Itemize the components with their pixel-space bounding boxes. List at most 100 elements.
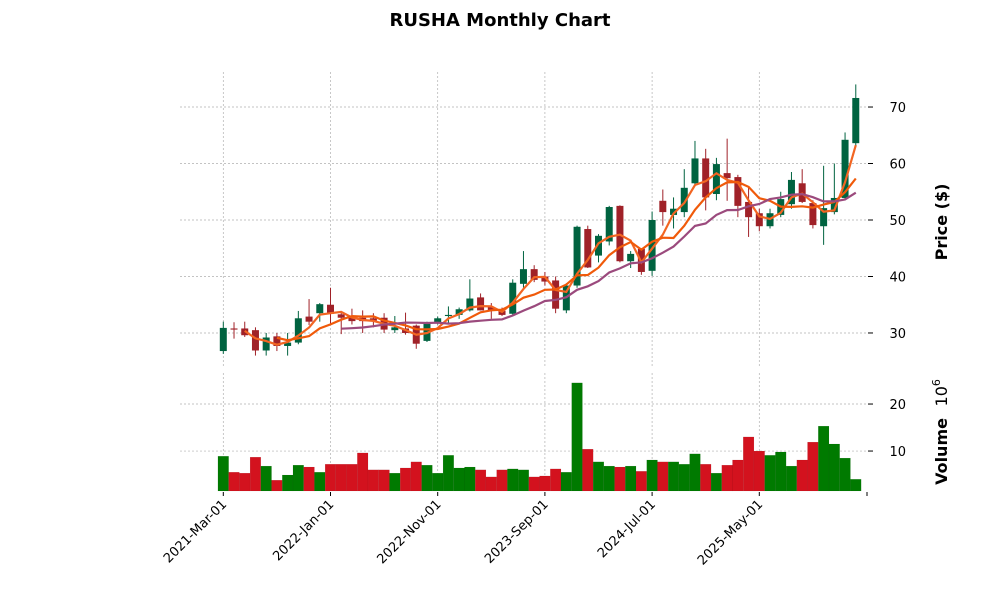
volume-bar	[271, 480, 283, 492]
volume-bar	[421, 464, 433, 492]
volume-bar	[678, 464, 690, 492]
volume-bar	[410, 461, 422, 492]
volume-bar	[367, 469, 379, 492]
volume-bar	[303, 466, 315, 492]
candle-body	[627, 253, 635, 262]
x-tick-label: 2022-Jan-01	[270, 497, 337, 564]
volume-bar	[400, 467, 412, 492]
volume-bar	[775, 451, 787, 492]
volume-bar	[753, 450, 765, 492]
volume-bar	[785, 465, 797, 492]
candle-body	[284, 342, 292, 346]
price-tick-label: 50	[889, 214, 906, 229]
candle-body	[391, 327, 399, 331]
candle-body	[584, 229, 592, 268]
volume-bar	[324, 464, 337, 492]
volume-bar	[603, 465, 615, 492]
volume-bar	[239, 472, 251, 492]
candle-body	[734, 177, 742, 206]
candle-body	[841, 139, 849, 198]
candles	[219, 84, 860, 356]
volume-bar	[389, 472, 401, 492]
volume-bar	[475, 469, 487, 492]
candle-body	[755, 213, 763, 227]
candle-body	[552, 280, 560, 309]
volume-exponent-power: 6	[930, 379, 943, 386]
candle-body	[605, 207, 613, 242]
candle-body	[712, 164, 720, 195]
volume-bar	[796, 459, 808, 492]
volume-bar	[357, 452, 369, 492]
x-tick-label: 2025-May-01	[695, 497, 766, 568]
volume-bar	[743, 436, 755, 492]
volume-bar	[217, 456, 229, 492]
volume-bar	[668, 461, 680, 492]
volume-bar	[592, 461, 605, 492]
volume-bar	[625, 465, 637, 492]
moving-average-12	[341, 191, 857, 330]
candle-body	[702, 158, 710, 198]
candle-body	[305, 316, 313, 322]
volume-bar	[539, 475, 551, 492]
axes: 30 40 50 60 70 10 20 2021-Mar-01 2022-Jan-01 2022…	[161, 101, 906, 568]
volume-tick-label: 20	[889, 398, 906, 413]
volume-bar	[560, 472, 572, 492]
x-tick-label: 2021-Mar-01	[161, 497, 230, 566]
volume-bar	[710, 472, 722, 492]
volume-bar	[432, 472, 444, 492]
candle-body	[444, 314, 452, 317]
volume-bar	[378, 469, 390, 492]
moving-averages	[244, 144, 857, 346]
volume-bar	[517, 469, 529, 492]
candle-body	[455, 309, 463, 315]
candle-body	[573, 226, 581, 286]
candle-body	[434, 318, 442, 323]
volume-bar	[657, 461, 669, 492]
price-tick-label: 30	[889, 327, 906, 342]
price-tick-label: 70	[889, 101, 906, 116]
volume-bar	[614, 466, 626, 492]
volume-bar	[700, 464, 712, 492]
x-tick-label: 2023-Sep-01	[482, 497, 552, 567]
volume-bar	[507, 468, 519, 492]
volume-bar	[689, 453, 701, 492]
volume-bar	[571, 382, 583, 492]
candle-body	[616, 205, 624, 262]
volume-exponent-base: 10	[932, 386, 951, 406]
price-tick-label: 60	[889, 158, 906, 173]
volume-bar	[335, 464, 347, 492]
volume-label: Volume	[932, 418, 951, 485]
candle-body	[337, 314, 345, 318]
candle-body	[723, 173, 731, 179]
moving-average-6	[276, 177, 857, 342]
price-tick-label: 40	[889, 270, 906, 285]
candle-body	[659, 200, 667, 213]
volume-bar	[850, 479, 862, 492]
chart-title: RUSHA Monthly Chart	[389, 10, 611, 31]
candle-body	[745, 201, 753, 218]
candle-body	[595, 235, 602, 256]
candle-body	[369, 318, 377, 321]
volume-bar	[292, 464, 304, 492]
volume-bar	[249, 457, 261, 492]
candle-body	[477, 297, 485, 311]
candle-body	[519, 269, 527, 284]
candle-body	[219, 327, 227, 352]
candle-body	[273, 336, 281, 346]
candle-body	[262, 337, 270, 351]
volume-bar	[582, 449, 594, 492]
candle-body	[830, 197, 838, 213]
volume-bar	[346, 464, 358, 492]
candle-body	[648, 220, 656, 271]
candle-body	[820, 208, 828, 227]
volume-bar	[635, 471, 647, 492]
volume-bars	[217, 382, 862, 492]
x-tick-label: 2024-Jul-01	[595, 497, 659, 561]
candle-body	[509, 282, 517, 314]
volume-bar	[839, 457, 851, 492]
candle-body	[852, 97, 860, 144]
volume-bar	[464, 466, 476, 492]
price-axis-label: Price ($)	[932, 184, 951, 261]
